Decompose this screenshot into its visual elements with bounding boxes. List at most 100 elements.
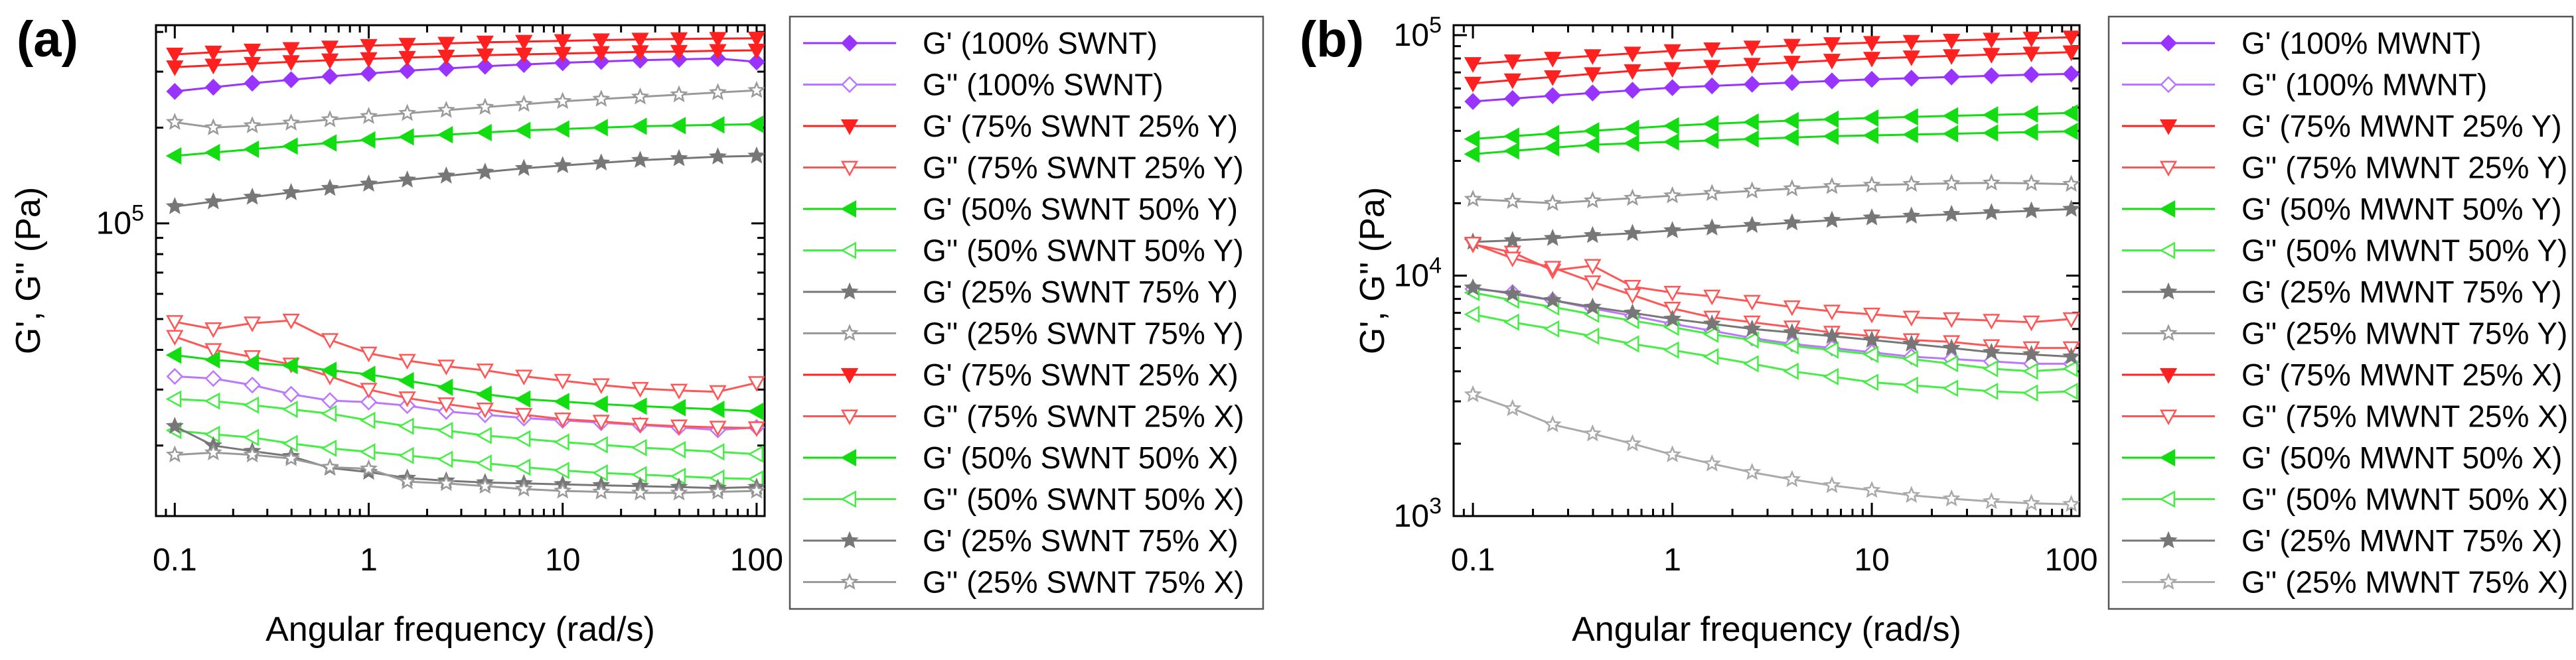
data-point	[321, 68, 339, 85]
legend-marker	[840, 324, 859, 342]
data-point	[476, 163, 494, 180]
data-point	[1703, 42, 1721, 58]
data-point	[1743, 130, 1759, 148]
data-point	[243, 187, 262, 205]
data-point	[359, 131, 376, 149]
data-point	[1943, 312, 1961, 328]
data-point	[1503, 399, 1522, 417]
data-point	[1783, 74, 1801, 92]
data-point	[1823, 326, 1841, 344]
legend-label: G' (50% MWNT 50% X)	[2241, 440, 2562, 475]
data-point	[282, 137, 298, 155]
legend-label: G'' (50% SWNT 50% Y)	[923, 233, 1244, 268]
data-point	[747, 421, 765, 437]
data-point	[554, 373, 571, 390]
data-point	[360, 174, 378, 192]
data-point	[204, 143, 220, 162]
legend-marker	[2159, 324, 2178, 342]
legend-label: G' (25% MWNT 75% Y)	[2241, 275, 2562, 309]
y-tick-label: 105	[1394, 13, 1442, 53]
series-line	[174, 336, 757, 429]
data-point	[631, 33, 649, 48]
data-point	[1862, 307, 1881, 324]
data-point	[554, 433, 569, 451]
data-point	[476, 363, 494, 379]
series-line	[175, 37, 757, 56]
legend-label: G'' (75% SWNT 25% X)	[923, 399, 1245, 434]
data-point	[359, 365, 376, 383]
data-point	[1823, 127, 1839, 145]
y-tick-label: 103	[1394, 494, 1442, 534]
data-point	[631, 397, 647, 415]
data-point	[709, 421, 727, 436]
data-point	[2062, 65, 2080, 83]
data-point	[1663, 44, 1681, 60]
data-point	[1503, 142, 1519, 160]
legend-label: G' (100% MWNT)	[2241, 26, 2481, 60]
legend-marker	[840, 282, 859, 300]
data-point	[592, 378, 610, 395]
data-point	[360, 38, 378, 55]
legend-label: G' (75% SWNT 25% Y)	[923, 109, 1238, 143]
data-point	[1663, 341, 1679, 359]
data-point	[1982, 342, 2001, 360]
data-point	[514, 159, 533, 176]
data-point	[670, 117, 686, 135]
data-point	[1503, 251, 1521, 268]
data-point	[204, 58, 222, 75]
series-line	[175, 89, 757, 129]
data-point	[631, 417, 649, 434]
data-point	[1982, 106, 1999, 124]
data-point	[1703, 115, 1719, 133]
data-point	[554, 46, 571, 63]
series-line	[175, 375, 757, 431]
data-point	[398, 472, 417, 490]
data-point	[1902, 486, 1921, 503]
series-line	[175, 398, 757, 456]
series-line	[1472, 51, 2072, 85]
data-point	[1624, 64, 1641, 80]
data-point	[204, 322, 222, 338]
data-point	[1543, 415, 1562, 432]
data-point	[1783, 362, 1799, 380]
data-point	[1703, 454, 1721, 472]
legend-label: G'' (25% MWNT 75% X)	[2241, 565, 2568, 600]
data-point	[592, 33, 610, 50]
data-point	[708, 116, 725, 134]
data-point	[1823, 367, 1839, 385]
data-point	[321, 134, 337, 152]
data-point	[1823, 176, 1841, 194]
series-line	[175, 451, 757, 494]
legend-marker	[840, 161, 859, 177]
data-point	[514, 458, 531, 476]
data-point	[708, 400, 725, 419]
series-line	[1472, 130, 2072, 155]
data-point	[437, 474, 455, 492]
data-point	[1543, 291, 1562, 308]
data-point	[592, 395, 608, 413]
data-point	[1743, 113, 1759, 131]
legend-marker	[2159, 490, 2176, 508]
data-point	[321, 40, 339, 56]
data-point	[1503, 192, 1522, 209]
data-point	[747, 80, 765, 98]
data-point	[1982, 203, 2001, 220]
data-point	[360, 107, 378, 124]
data-point	[476, 476, 494, 494]
data-point	[1943, 68, 1960, 86]
data-point	[1862, 52, 1881, 68]
data-point	[359, 411, 376, 429]
data-point	[1902, 125, 1918, 143]
data-point	[204, 45, 222, 62]
data-point	[1624, 188, 1642, 206]
data-point	[204, 392, 220, 410]
data-point	[592, 436, 608, 454]
data-point	[1862, 480, 1881, 498]
legend-marker	[840, 200, 857, 218]
data-point	[1743, 40, 1761, 56]
data-point	[1862, 373, 1879, 391]
data-point	[165, 417, 184, 434]
data-point	[1624, 280, 1641, 296]
data-point	[748, 53, 765, 71]
